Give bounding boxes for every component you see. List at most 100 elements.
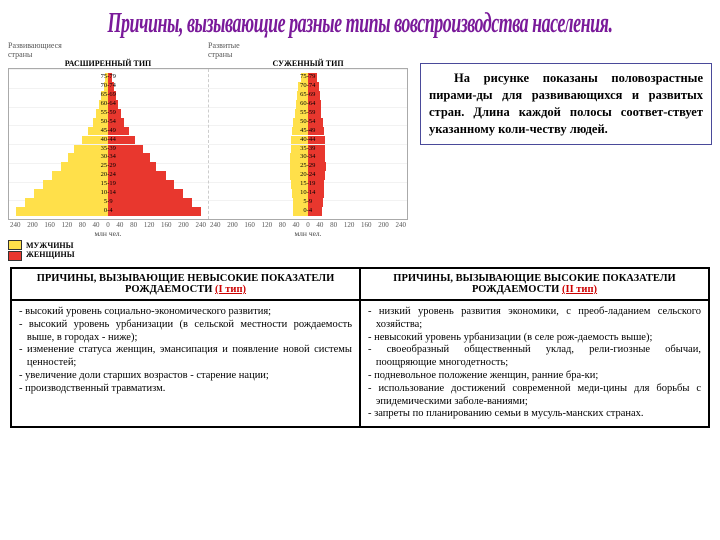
bar-male xyxy=(99,100,108,109)
bar-female xyxy=(108,100,118,109)
x-tick: 80 xyxy=(130,221,137,229)
bar-male xyxy=(290,162,308,171)
bar-female xyxy=(108,82,113,91)
bar-male xyxy=(34,189,108,198)
legend-male-swatch xyxy=(8,240,22,250)
bar-female xyxy=(108,127,129,136)
bar-male xyxy=(301,73,308,82)
bar-female xyxy=(308,153,325,162)
bar-male xyxy=(293,118,307,127)
bar-male xyxy=(295,109,308,118)
bar-male xyxy=(25,198,108,207)
description-text: На рисунке показаны половозрастные пирам… xyxy=(429,71,703,136)
bar-female xyxy=(108,198,192,207)
legend-female-label: ЖЕНЩИНЫ xyxy=(26,251,75,259)
table-list-item: производственный травматизм. xyxy=(19,383,352,396)
bar-male xyxy=(101,91,108,100)
x-tick: 120 xyxy=(262,221,273,229)
table-list-item: использование достижений современной мед… xyxy=(368,383,701,409)
bar-female xyxy=(308,100,321,109)
x-tick: 120 xyxy=(344,221,355,229)
table-cell-low: высокий уровень социально-экономического… xyxy=(11,300,360,427)
description-box: На рисунке показаны половозрастные пирам… xyxy=(420,63,712,145)
bar-female xyxy=(308,145,325,154)
legend-female-swatch xyxy=(8,251,22,261)
x-tick: 80 xyxy=(279,221,286,229)
x-tick: 40 xyxy=(116,221,123,229)
table-header-low: ПРИЧИНЫ, ВЫЗЫВАЮЩИЕ НЕВЫСОКИЕ ПОКАЗАТЕЛИ… xyxy=(11,268,360,300)
x-tick: 240 xyxy=(210,221,221,229)
bar-male xyxy=(291,180,308,189)
bar-female xyxy=(308,189,324,198)
table-list-item: подневольное положение женщин, ранние бр… xyxy=(368,370,701,383)
causes-table: ПРИЧИНЫ, ВЫЗЫВАЮЩИЕ НЕВЫСОКИЕ ПОКАЗАТЕЛИ… xyxy=(10,267,710,428)
bar-male xyxy=(96,109,108,118)
bar-male xyxy=(293,198,308,207)
table-list-item: высокий уровень урбанизации (в сельской … xyxy=(19,319,352,345)
x-axis-developed: 240200160120804004080120160200240 xyxy=(208,220,408,229)
bar-male xyxy=(291,136,308,145)
bar-female xyxy=(108,118,124,127)
x-tick: 0 xyxy=(306,221,310,229)
x-tick: 200 xyxy=(178,221,189,229)
bar-female xyxy=(308,180,325,189)
bar-male xyxy=(291,145,308,154)
developed-label: Развитые страны xyxy=(208,41,408,59)
type-narrow-label: СУЖЕННЫЙ ТИП xyxy=(208,59,408,68)
bar-male xyxy=(74,145,108,154)
bar-male xyxy=(88,127,108,136)
bar-male xyxy=(82,136,108,145)
bar-female xyxy=(308,91,320,100)
x-tick: 240 xyxy=(195,221,206,229)
x-tick: 120 xyxy=(144,221,155,229)
bar-male xyxy=(298,82,308,91)
bar-female xyxy=(108,145,143,154)
type-expanded-label: РАСШИРЕННЫЙ ТИП xyxy=(8,59,208,68)
developing-label: Развивающиеся страны xyxy=(8,41,208,59)
bar-male xyxy=(292,127,308,136)
pyramid-charts: Развивающиеся страны РАСШИРЕННЫЙ ТИП Раз… xyxy=(8,41,408,261)
bar-female xyxy=(308,198,323,207)
table-list-item: увеличение доли старших возрастов - стар… xyxy=(19,370,352,383)
bar-male xyxy=(290,171,307,180)
x-tick: 80 xyxy=(330,221,337,229)
table-list-item: своеобразный общественный уклад, рели-ги… xyxy=(368,344,701,370)
x-tick: 120 xyxy=(62,221,73,229)
bar-female xyxy=(308,136,325,145)
bar-female xyxy=(308,162,326,171)
bar-female xyxy=(108,171,165,180)
table-list-item: изменение статуса женщин, эмансипация и … xyxy=(19,344,352,370)
pyramid-developed: 75-7970-7465-6960-6455-5950-5445-4940-44… xyxy=(208,69,408,219)
bar-male xyxy=(290,153,307,162)
x-tick: 200 xyxy=(27,221,38,229)
x-tick: 200 xyxy=(227,221,238,229)
bar-female xyxy=(308,118,323,127)
bar-female xyxy=(108,180,174,189)
x-tick: 80 xyxy=(79,221,86,229)
x-tick: 40 xyxy=(93,221,100,229)
bar-female xyxy=(308,82,319,91)
bar-male xyxy=(68,153,109,162)
x-tick: 160 xyxy=(161,221,172,229)
legend: МУЖЧИНЫ ЖЕНЩИНЫ xyxy=(8,240,408,261)
bar-male xyxy=(292,189,308,198)
x-tick: 200 xyxy=(378,221,389,229)
table-list-item: низкий уровень развития экономики, с пре… xyxy=(368,306,701,332)
bar-female xyxy=(308,207,322,216)
x-tick: 160 xyxy=(44,221,55,229)
bar-female xyxy=(308,73,317,82)
bar-male xyxy=(293,207,307,216)
table-list-item: высокий уровень социально-экономического… xyxy=(19,306,352,319)
bar-male xyxy=(16,207,108,216)
bar-male xyxy=(297,91,308,100)
bar-female xyxy=(308,109,322,118)
bar-female xyxy=(308,127,324,136)
x-tick: 240 xyxy=(395,221,406,229)
table-cell-high: низкий уровень развития экономики, с пре… xyxy=(360,300,709,427)
x-tick: 240 xyxy=(10,221,21,229)
x-tick: 40 xyxy=(316,221,323,229)
bar-female xyxy=(108,189,183,198)
table-list-item: невысокий уровень урбанизации (в селе ро… xyxy=(368,332,701,345)
x-tick: 0 xyxy=(106,221,110,229)
bar-female xyxy=(308,171,325,180)
